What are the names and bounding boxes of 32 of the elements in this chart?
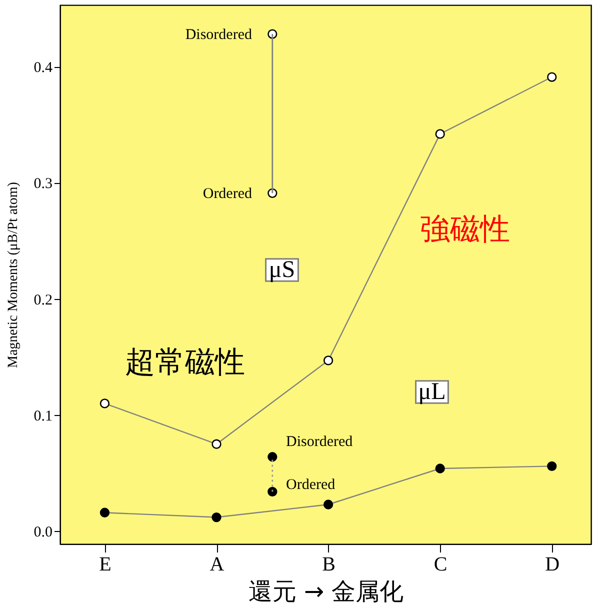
x-tick-label: D — [545, 554, 560, 576]
x-tick-label: B — [322, 554, 336, 576]
x-axis-title: 還元 → 金属化 — [248, 578, 404, 606]
point — [100, 508, 110, 518]
annotation: 超常磁性 — [125, 345, 245, 380]
annotation: Disordered — [185, 27, 252, 43]
point — [547, 72, 557, 82]
annotation: μS — [268, 257, 296, 283]
point — [323, 356, 334, 366]
point — [547, 461, 557, 471]
y-axis-title: Magnetic Moments (μB/Pt atom) — [6, 182, 21, 368]
point — [435, 129, 445, 139]
annotation: Disordered — [286, 434, 354, 450]
point — [212, 439, 222, 449]
annotation: Ordered — [286, 477, 336, 493]
x-tick-label: C — [434, 554, 448, 576]
y-tick-label: 0.0 — [34, 524, 52, 541]
y-tick-label: 0.3 — [34, 176, 52, 192]
point — [268, 486, 278, 497]
x-tick-label: A — [210, 554, 225, 576]
y-tick-label: 0.4 — [34, 60, 53, 76]
annotation: μL — [418, 379, 446, 405]
y-tick-label: 0.2 — [34, 292, 52, 308]
point — [268, 452, 278, 462]
point — [100, 398, 110, 408]
annotation: Ordered — [202, 186, 252, 202]
x-tick-label: E — [99, 554, 112, 576]
y-tick-label: 0.1 — [34, 408, 52, 425]
point — [435, 464, 445, 474]
point — [212, 512, 222, 522]
point — [323, 500, 334, 510]
annotation: 強磁性 — [420, 212, 510, 247]
